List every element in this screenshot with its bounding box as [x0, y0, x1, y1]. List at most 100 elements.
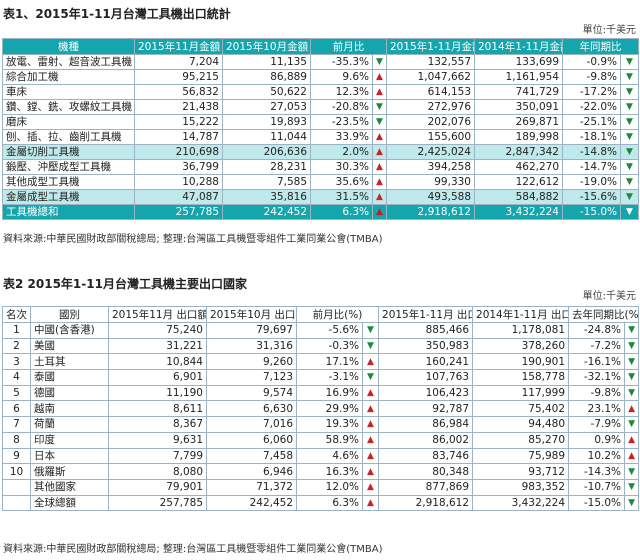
ytd-2014-value: 2,847,342 [474, 144, 563, 160]
nov-2015-value: 7,204 [134, 54, 223, 70]
nov-2015-value: 21,438 [134, 99, 223, 115]
mom-change: -23.5% [310, 114, 373, 130]
ytd-2014-value: 269,871 [474, 114, 563, 130]
ytd-2014-value: 741,729 [474, 84, 563, 100]
ytd-2015-value: 83,746 [378, 447, 474, 465]
arrow-down-icon: ▼ [620, 84, 639, 100]
ytd-2014-value: 378,260 [472, 337, 570, 355]
ytd-2015-value: 350,983 [378, 337, 474, 355]
header-oct-2015: 2015年10月 出口額 [206, 306, 297, 323]
table-row: 其他成型工具機 10,288 7,585 35.6% ▲ 99,330 122,612 -19… [2, 174, 639, 190]
country: 全球總額 [30, 494, 109, 512]
machine-type: 放電、雷射、超音波工具機 [2, 54, 135, 70]
rank: 4 [2, 369, 31, 386]
nov-2015-value: 9,631 [108, 431, 207, 449]
arrow-up-icon: ▲ [361, 478, 380, 496]
ytd-2014-value: 133,699 [474, 54, 563, 70]
country: 美國 [30, 337, 109, 355]
table-row: 4 泰國 6,901 7,123 -3.1% ▼ 107,763 158,778 -32.1% ▼ [2, 369, 640, 386]
mom-change: 19.3% [296, 416, 363, 433]
oct-2015-value: 28,231 [222, 159, 311, 175]
mom-change: 2.0% [310, 144, 373, 160]
country: 其他國家 [30, 478, 109, 496]
country: 印度 [30, 431, 109, 449]
arrow-up-icon: ▲ [361, 494, 380, 512]
arrow-down-icon: ▼ [620, 159, 639, 175]
ytd-2015-value: 2,918,612 [378, 494, 474, 512]
ytd-2015-value: 86,984 [378, 416, 474, 433]
oct-2015-value: 19,893 [222, 114, 311, 130]
ytd-2015-value: 107,763 [378, 369, 474, 386]
table-row: 放電、雷射、超音波工具機 7,204 11,135 -35.3% ▼ 132,557 133… [2, 54, 639, 70]
machine-type: 工具機總和 [2, 204, 135, 220]
arrow-down-icon: ▼ [361, 322, 380, 339]
ytd-2015-value: 92,787 [378, 400, 474, 418]
nov-2015-value: 79,901 [108, 478, 207, 496]
nov-2015-value: 210,698 [134, 144, 223, 160]
country: 中國(含香港) [30, 322, 109, 339]
oct-2015-value: 79,697 [206, 322, 297, 339]
nov-2015-value: 6,901 [108, 369, 207, 386]
ytd-2015-value: 2,918,612 [386, 204, 475, 220]
header-nov-2015: 2015年11月金額 [134, 38, 223, 55]
table-row: 鑽、鏜、銑、攻螺紋工具機 21,438 27,053 -20.8% ▼ 272,976 35… [2, 99, 639, 115]
yoy-change: -17.2% [562, 84, 621, 100]
oct-2015-value: 50,622 [222, 84, 311, 100]
arrow-down-icon: ▼ [620, 129, 639, 145]
yoy-change: -32.1% [568, 369, 626, 386]
table-row: 3 土耳其 10,844 9,260 17.1% ▲ 160,241 190,901 -16.1… [2, 353, 640, 371]
nov-2015-value: 14,787 [134, 129, 223, 145]
oct-2015-value: 7,123 [206, 369, 297, 386]
mom-change: 9.6% [310, 69, 373, 85]
ytd-2014-value: 75,402 [472, 400, 570, 418]
nov-2015-value: 95,215 [134, 69, 223, 85]
table1-source: 資料來源:中華民國財政部關稅總局; 整理:台灣區工具機暨零組件工業同業公會(TM… [3, 234, 383, 245]
yoy-change: -9.8% [562, 69, 621, 85]
oct-2015-value: 6,630 [206, 400, 297, 418]
ytd-2015-value: 272,976 [386, 99, 475, 115]
nov-2015-value: 7,799 [108, 447, 207, 465]
rank: 8 [2, 431, 31, 449]
ytd-2015-value: 493,588 [386, 189, 475, 205]
arrow-down-icon: ▼ [620, 189, 639, 205]
mom-change: 4.6% [296, 447, 363, 465]
mom-change: 12.3% [310, 84, 373, 100]
nov-2015-value: 8,611 [108, 400, 207, 418]
arrow-up-icon: ▲ [372, 144, 387, 160]
header-oct-2015: 2015年10月金額 [222, 38, 311, 55]
arrow-up-icon: ▲ [361, 447, 380, 465]
arrow-up-icon: ▲ [361, 353, 380, 371]
ytd-2015-value: 160,241 [378, 353, 474, 371]
yoy-change: -18.1% [562, 129, 621, 145]
oct-2015-value: 6,060 [206, 431, 297, 449]
yoy-change: -24.8% [568, 322, 626, 339]
mom-change: 31.5% [310, 189, 373, 205]
nov-2015-value: 56,832 [134, 84, 223, 100]
ytd-2014-value: 117,999 [472, 384, 570, 402]
arrow-down-icon: ▼ [620, 99, 639, 115]
country: 俄羅斯 [30, 463, 109, 480]
header-mom: 前月比(%) [295, 306, 380, 323]
table-row: 磨床 15,222 19,893 -23.5% ▼ 202,076 269,871 -25.1… [2, 114, 639, 130]
ytd-2014-value: 584,882 [474, 189, 563, 205]
ytd-2014-value: 190,901 [472, 353, 570, 371]
arrow-down-icon: ▼ [372, 99, 387, 115]
yoy-change: 0.9% [568, 431, 626, 449]
table-row: 2 美國 31,221 31,316 -0.3% ▼ 350,983 378,260 -7.2%… [2, 337, 640, 355]
oct-2015-value: 206,636 [222, 144, 311, 160]
table2-unit: 單位:千美元 [582, 291, 636, 302]
oct-2015-value: 27,053 [222, 99, 311, 115]
nov-2015-value: 31,221 [108, 337, 207, 355]
ytd-2014-value: 75,989 [472, 447, 570, 465]
ytd-2014-value: 85,270 [472, 431, 570, 449]
arrow-down-icon: ▼ [620, 54, 639, 70]
table-row: 綜合加工機 95,215 86,889 9.6% ▲ 1,047,662 1,161,954… [2, 69, 639, 85]
rank: 2 [2, 337, 31, 355]
yoy-change: -7.9% [568, 416, 626, 433]
ytd-2015-value: 155,600 [386, 129, 475, 145]
table1-unit: 單位:千美元 [582, 25, 636, 36]
nov-2015-value: 47,087 [134, 189, 223, 205]
arrow-down-icon: ▼ [624, 369, 640, 386]
rank: 7 [2, 416, 31, 433]
country: 日本 [30, 447, 109, 465]
